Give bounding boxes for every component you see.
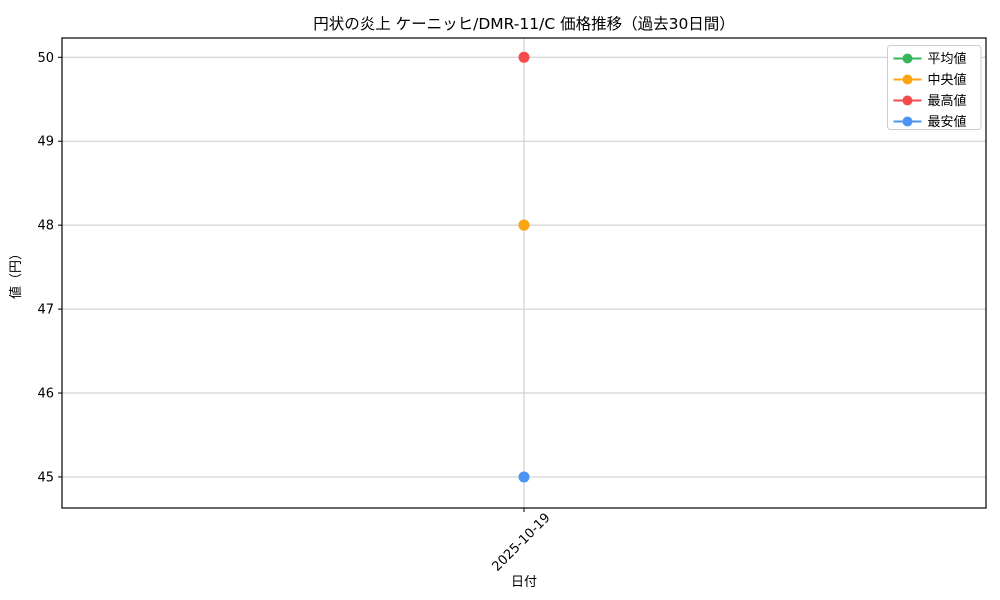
chart-title: 円状の炎上 ケーニッヒ/DMR-11/C 価格推移（過去30日間） bbox=[313, 15, 735, 33]
data-point-最安値 bbox=[518, 471, 530, 483]
data-series-group bbox=[518, 51, 530, 483]
legend-label-中央値: 中央値 bbox=[928, 72, 967, 88]
legend-marker-中央値 bbox=[902, 74, 913, 85]
y-tick-label: 45 bbox=[37, 470, 54, 485]
y-tick-label: 49 bbox=[37, 135, 54, 150]
axes-group: 45 46 47 48 49 50 2025-10-19 bbox=[37, 37, 987, 575]
data-point-最高値 bbox=[518, 51, 530, 63]
gridlines-group bbox=[62, 38, 986, 508]
legend-label-平均値: 平均値 bbox=[928, 51, 967, 67]
legend-box bbox=[887, 45, 982, 130]
y-tick-label: 50 bbox=[37, 51, 54, 66]
data-point-中央値 bbox=[518, 219, 530, 231]
y-axis-label: 値（円） bbox=[8, 247, 24, 299]
legend-marker-最安値 bbox=[902, 116, 913, 127]
y-tick-label: 46 bbox=[37, 387, 54, 402]
y-tick-label: 48 bbox=[37, 219, 54, 234]
x-axis-label: 日付 bbox=[511, 575, 537, 590]
legend-label-最安値: 最安値 bbox=[928, 114, 967, 130]
legend-marker-最高値 bbox=[902, 95, 913, 106]
x-tick-label: 2025-10-19 bbox=[490, 511, 554, 575]
legend-marker-平均値 bbox=[902, 53, 913, 64]
y-tick-label: 47 bbox=[37, 303, 54, 318]
legend-label-最高値: 最高値 bbox=[928, 93, 967, 109]
